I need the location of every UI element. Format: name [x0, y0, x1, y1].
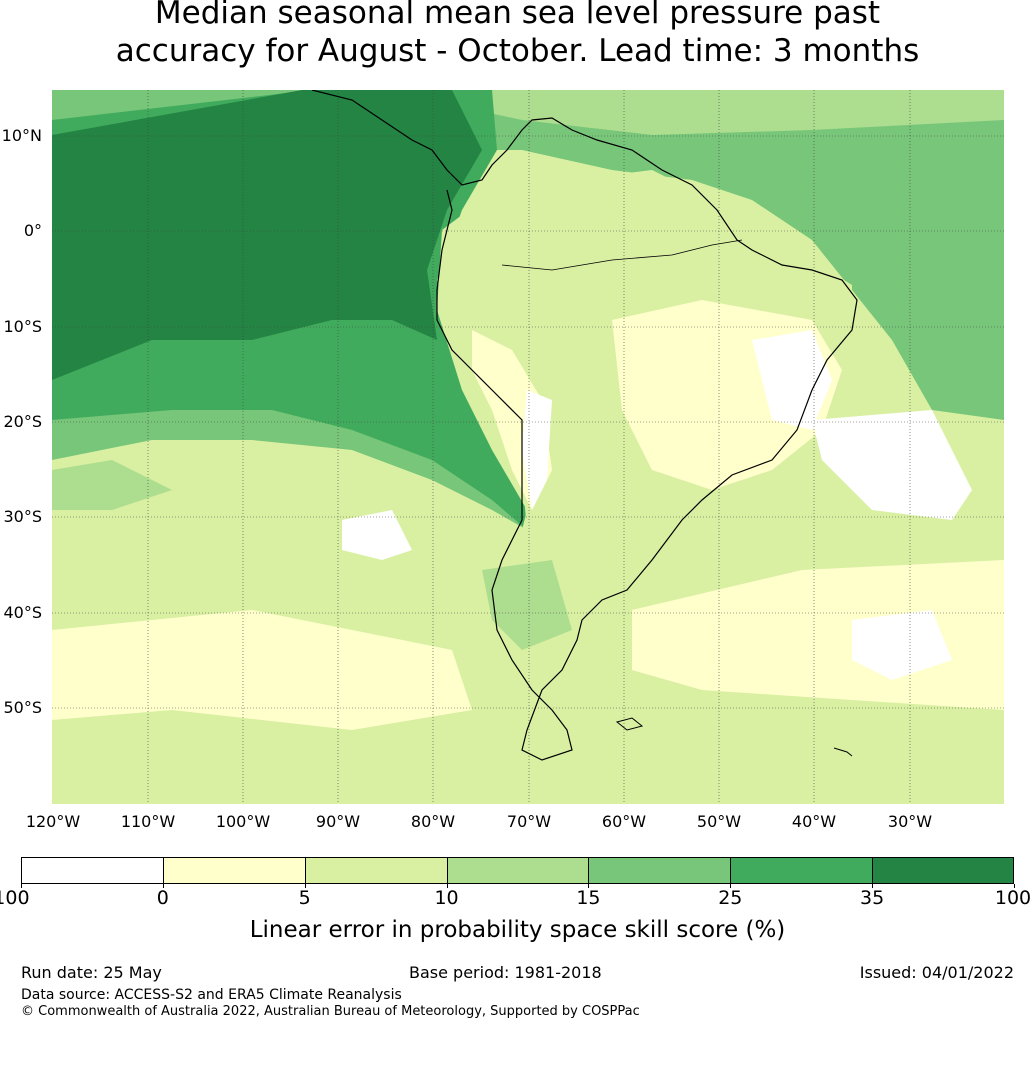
- colorbar-segment: [588, 857, 731, 884]
- lat-label: 20°S: [3, 412, 42, 431]
- skill-zone-pacific-negative: [342, 510, 412, 560]
- colorbar-segment: [872, 857, 1015, 884]
- skill-map: [52, 90, 1004, 804]
- colorbar-segment: [304, 857, 448, 884]
- lon-label: 30°W: [887, 812, 933, 831]
- lon-label: 80°W: [410, 812, 456, 831]
- lat-label: 10°S: [3, 317, 42, 336]
- lat-label: 30°S: [3, 507, 42, 526]
- lon-label: 120°W: [25, 812, 81, 831]
- colorbar-tick-label: 10: [434, 887, 459, 909]
- colorbar-tick-mark: [21, 884, 22, 888]
- colorbar-segment: [446, 857, 589, 884]
- skill-zone-10-15-top: [382, 90, 1004, 135]
- skill-zone-10-15-chile: [482, 560, 572, 650]
- skill-zone-south-atlantic-negative: [852, 610, 952, 680]
- colorbar-tick-mark: [446, 884, 448, 888]
- issued-date: Issued: 04/01/2022: [859, 963, 1014, 982]
- skill-zone-negative-atlantic: [812, 410, 972, 520]
- skill-zone-10-15-west: [52, 460, 172, 510]
- colorbar-tick-mark: [588, 884, 590, 888]
- lon-label: 110°W: [120, 812, 176, 831]
- skill-zone-far-south: [52, 730, 1004, 804]
- colorbar-tick-label: 0: [156, 887, 169, 909]
- colorbar-segment: [730, 857, 873, 884]
- lon-label: 70°W: [506, 812, 552, 831]
- colorbar-tick-label: 100: [994, 887, 1032, 909]
- skill-zone-35-100: [52, 90, 482, 380]
- coastline: [311, 90, 858, 761]
- skill-zone-15-25-north: [52, 90, 1004, 420]
- map-canvas: [52, 90, 1004, 804]
- colorbar-segment: [162, 857, 306, 884]
- lon-label: 100°W: [215, 812, 271, 831]
- title-line-1: Median seasonal mean sea level pressure …: [154, 0, 881, 31]
- colorbar-tick-mark: [1014, 884, 1015, 888]
- base-period: Base period: 1981-2018: [409, 963, 602, 982]
- colorbar-tick-label: 15: [576, 887, 601, 909]
- colorbar-outline: [21, 857, 1014, 884]
- colorbar-tick-mark: [304, 884, 306, 888]
- colorbar-tick-mark: [872, 884, 874, 888]
- lat-label: 10°N: [1, 126, 42, 145]
- colorbar-tick-label: 5: [298, 887, 311, 909]
- south-georgia: [833, 747, 853, 757]
- colorbar-label: Linear error in probability space skill …: [249, 917, 786, 943]
- colorbar-tick-label: 35: [860, 887, 885, 909]
- colorbar-tick-label: 25: [718, 887, 743, 909]
- skill-zone-negative-land: [752, 330, 832, 430]
- amazon-river: [501, 239, 743, 271]
- colorbar: [21, 857, 1015, 884]
- lon-label: 90°W: [315, 812, 361, 831]
- data-source: Data source: ACCESS-S2 and ERA5 Climate …: [21, 987, 402, 1003]
- lon-label: 50°W: [696, 812, 742, 831]
- run-date: Run date: 25 May: [21, 963, 162, 982]
- skill-zone-andes-negative: [522, 390, 552, 510]
- skill-zone-south-pacific-pale: [52, 610, 472, 730]
- colorbar-segment: [21, 857, 164, 884]
- colorbar-tick-mark: [730, 884, 732, 888]
- lat-label: 40°S: [3, 603, 42, 622]
- falkland-islands: [615, 717, 644, 731]
- lon-label: 60°W: [601, 812, 647, 831]
- copyright: © Commonwealth of Australia 2022, Austra…: [21, 1004, 640, 1019]
- lat-label: 0°: [23, 221, 42, 240]
- lon-label: 40°W: [791, 812, 837, 831]
- lat-label: 50°S: [3, 698, 42, 717]
- colorbar-tick-label: -100: [0, 887, 30, 909]
- colorbar-tick-mark: [162, 884, 164, 888]
- chart-title: Median seasonal mean sea level pressure …: [0, 0, 1035, 70]
- title-line-2: accuracy for August - October. Lead time…: [115, 33, 920, 69]
